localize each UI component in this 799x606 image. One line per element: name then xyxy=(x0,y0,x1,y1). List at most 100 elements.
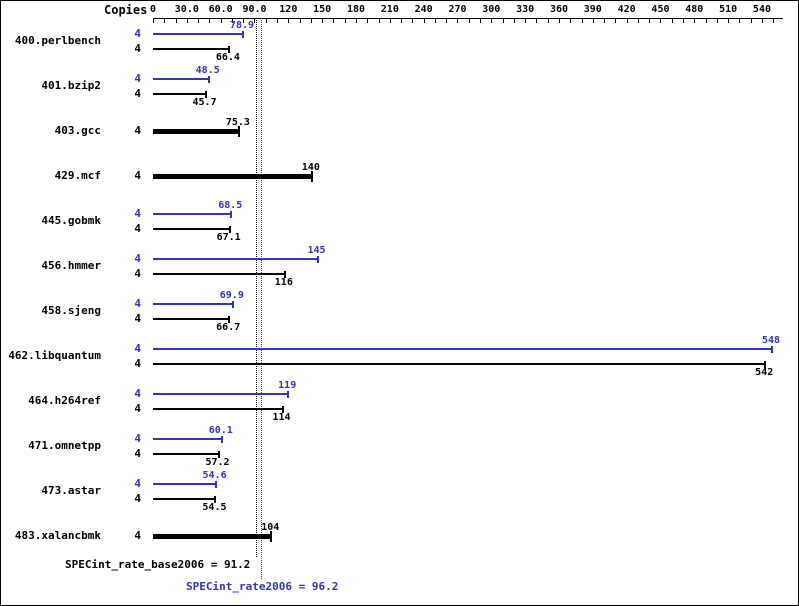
x-axis-tick xyxy=(446,19,448,23)
copies-value: 4 xyxy=(134,387,141,400)
single-bar xyxy=(153,174,311,179)
x-axis-tick xyxy=(457,19,459,23)
base-bar xyxy=(153,273,284,275)
x-axis-tick xyxy=(299,19,301,23)
bar-value-label: 140 xyxy=(301,162,320,173)
x-axis-tick xyxy=(468,19,470,23)
x-axis-tick xyxy=(423,19,425,23)
bar-end-cap xyxy=(281,406,284,413)
bar-value-label: 69.9 xyxy=(219,290,244,301)
x-axis-tick xyxy=(198,19,200,23)
x-axis-tick xyxy=(558,19,560,23)
bar-value-label: 66.7 xyxy=(216,322,241,333)
x-axis-tick xyxy=(581,19,583,23)
peak-bar xyxy=(153,393,288,395)
x-axis-tick xyxy=(333,19,335,23)
base-bar xyxy=(153,363,765,365)
x-axis-tick xyxy=(683,19,685,23)
benchmark-name: 473.astar xyxy=(41,484,101,497)
peak-bar xyxy=(153,438,221,440)
bar-end-cap xyxy=(764,361,767,368)
x-axis-tick xyxy=(592,19,594,23)
x-axis-tick-label: 150 xyxy=(313,4,332,15)
bar-end-cap xyxy=(228,226,231,233)
x-axis-tick xyxy=(671,19,673,23)
copies-value: 4 xyxy=(134,402,141,415)
bar-end-cap xyxy=(228,316,231,323)
x-axis-tick xyxy=(367,19,369,23)
x-axis-tick xyxy=(220,19,222,23)
x-axis-tick xyxy=(716,19,718,23)
peak-summary-text: SPECint_rate2006 = 96.2 xyxy=(186,580,339,593)
x-axis-tick-label: 390 xyxy=(583,4,602,15)
x-axis-tick xyxy=(310,19,312,23)
peak-bar xyxy=(153,78,208,80)
bar-value-label: 75.3 xyxy=(225,117,250,128)
bar-value-label: 66.4 xyxy=(215,52,240,63)
copies-value: 4 xyxy=(134,529,141,542)
peak-bar xyxy=(153,33,242,35)
x-axis-tick xyxy=(637,19,639,23)
bar-end-cap xyxy=(287,391,290,398)
benchmark-name: 471.omnetpp xyxy=(28,439,101,452)
bar-value-label: 54.5 xyxy=(202,502,227,513)
bar-end-cap xyxy=(231,301,234,308)
x-axis-tick xyxy=(604,19,606,23)
x-axis-tick xyxy=(694,19,696,23)
bar-value-label: 45.7 xyxy=(192,97,217,108)
benchmark-name: 462.libquantum xyxy=(8,349,101,362)
bar-end-cap xyxy=(283,271,286,278)
x-axis-tick-label: 90.0 xyxy=(242,4,267,15)
x-axis-tick-label: 60.0 xyxy=(208,4,233,15)
x-axis-tick-label: 360 xyxy=(549,4,568,15)
bar-end-cap xyxy=(316,256,319,263)
copies-value: 4 xyxy=(134,42,141,55)
x-axis-tick xyxy=(761,19,763,23)
bar-end-cap xyxy=(770,346,773,353)
x-axis-tick xyxy=(265,19,267,23)
x-axis-tick-label: 120 xyxy=(279,4,298,15)
copies-value: 4 xyxy=(134,207,141,220)
x-axis-tick xyxy=(288,19,290,23)
x-axis-tick-label: 300 xyxy=(482,4,501,15)
x-axis-tick xyxy=(434,19,436,23)
bar-value-label: 68.5 xyxy=(218,200,243,211)
x-axis-line xyxy=(153,18,783,19)
bar-value-label: 548 xyxy=(761,335,780,346)
bar-value-label: 67.1 xyxy=(216,232,241,243)
bar-value-label: 60.1 xyxy=(208,425,233,436)
bar-value-label: 48.5 xyxy=(195,65,220,76)
peak-bar xyxy=(153,258,317,260)
single-bar xyxy=(153,534,271,539)
bar-end-cap xyxy=(220,436,223,443)
bar-value-label: 78.9 xyxy=(229,20,255,31)
bar-end-cap xyxy=(204,91,207,98)
copies-value: 4 xyxy=(134,342,141,355)
bar-end-cap xyxy=(207,76,210,83)
copies-value: 4 xyxy=(134,87,141,100)
x-axis-tick-label: 420 xyxy=(617,4,636,15)
copies-value: 4 xyxy=(134,477,141,490)
peak-bar xyxy=(153,213,231,215)
x-axis-tick xyxy=(739,19,741,23)
x-axis-tick-label: 330 xyxy=(516,4,535,15)
x-axis-tick xyxy=(209,19,211,23)
base-bar xyxy=(153,318,229,320)
base-bar xyxy=(153,48,228,50)
x-axis-tick xyxy=(254,19,256,23)
x-axis-tick xyxy=(649,19,651,23)
bar-value-label: 57.2 xyxy=(205,457,230,468)
copies-value: 4 xyxy=(134,432,141,445)
bar-value-label: 114 xyxy=(272,412,291,423)
x-axis-tick xyxy=(660,19,662,23)
benchmark-name: 429.mcf xyxy=(54,169,101,182)
x-axis-tick-label: 240 xyxy=(414,4,433,15)
bar-end-cap xyxy=(241,31,244,38)
x-axis-tick xyxy=(401,19,403,23)
benchmark-name: 483.xalancbmk xyxy=(14,529,101,542)
x-axis-tick xyxy=(773,19,775,23)
benchmark-name: 464.h264ref xyxy=(28,394,101,407)
copies-value: 4 xyxy=(134,27,141,40)
x-axis-tick xyxy=(536,19,538,23)
copies-value: 4 xyxy=(134,252,141,265)
